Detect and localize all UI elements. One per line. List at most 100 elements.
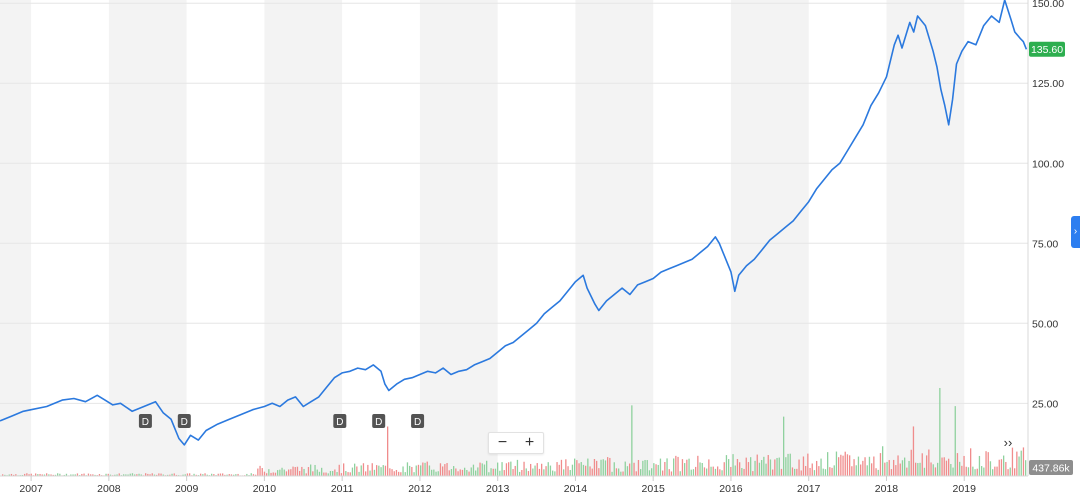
volume-bar xyxy=(228,474,230,476)
volume-bar xyxy=(717,466,719,476)
dividend-marker-label: D xyxy=(375,417,382,428)
volume-bar xyxy=(622,471,624,476)
volume-bar xyxy=(710,466,712,476)
volume-bar xyxy=(431,469,433,476)
volume-bar xyxy=(807,453,809,476)
volume-label: 437.86k xyxy=(1032,463,1070,475)
volume-bar xyxy=(886,461,888,476)
volume-bar xyxy=(338,464,340,476)
volume-bar xyxy=(787,453,789,476)
volume-bar xyxy=(532,468,534,476)
volume-bar xyxy=(756,454,758,476)
year-band-2012 xyxy=(419,0,498,476)
volume-bar xyxy=(494,468,497,476)
volume-bar xyxy=(200,473,202,476)
volume-bar xyxy=(140,474,142,476)
volume-bar xyxy=(59,473,61,476)
volume-bar xyxy=(237,473,239,476)
volume-bar xyxy=(294,467,296,476)
volume-bar xyxy=(250,473,252,476)
x-tick-label: 2014 xyxy=(564,483,588,495)
volume-bar xyxy=(145,473,147,476)
year-band-2018 xyxy=(886,0,965,476)
volume-bar xyxy=(444,464,446,476)
volume-bar xyxy=(358,471,360,476)
volume-bar xyxy=(409,465,411,476)
volume-bar xyxy=(998,459,1000,476)
volume-bar xyxy=(81,473,83,476)
volume-bar xyxy=(169,474,171,476)
volume-bar xyxy=(349,472,351,476)
volume-bar xyxy=(206,474,208,476)
volume-bar xyxy=(706,468,708,476)
volume-bar xyxy=(87,473,90,476)
zoom-out-button[interactable]: − xyxy=(497,434,508,451)
x-axis-ticks: 2007 2008 2009 2010 2011 2012 2013 2014 2015 2016… xyxy=(19,476,976,495)
volume-bar xyxy=(945,460,948,476)
volume-bar xyxy=(666,458,668,476)
volume-bar xyxy=(941,457,943,476)
side-panel-tab[interactable]: › xyxy=(1071,216,1080,248)
volume-bar xyxy=(937,462,939,476)
x-tick-label: 2010 xyxy=(253,483,277,495)
volume-bar xyxy=(648,470,651,476)
volume-bar xyxy=(571,464,574,476)
volume-bar xyxy=(424,462,426,476)
volume-bar xyxy=(305,473,307,476)
volume-bar xyxy=(490,468,492,476)
volume-bar xyxy=(35,473,37,476)
volume-bar xyxy=(846,454,849,476)
volume-bar xyxy=(510,461,512,476)
volume-bar xyxy=(655,464,657,476)
volume-bar xyxy=(783,416,785,476)
volume-bar xyxy=(543,469,545,476)
volume-bar xyxy=(336,472,338,476)
volume-bar xyxy=(283,469,285,476)
volume-bar xyxy=(538,468,541,476)
volume-bar xyxy=(503,470,505,476)
volume-bar xyxy=(932,464,934,476)
volume-bar xyxy=(536,463,538,476)
volume-bar xyxy=(15,474,17,476)
volume-bar xyxy=(246,473,248,476)
volume-bar xyxy=(329,470,332,476)
volume-bar xyxy=(316,469,318,476)
volume-bar xyxy=(351,467,354,476)
volume-bar xyxy=(780,468,783,476)
volume-bar xyxy=(917,463,919,476)
volume-bar xyxy=(624,461,626,476)
volume-bar xyxy=(255,474,257,476)
volume-bar xyxy=(959,461,961,476)
volume-bar xyxy=(312,471,314,476)
volume-bar xyxy=(323,472,325,476)
volume-bar xyxy=(541,463,543,476)
zoom-in-button[interactable]: + xyxy=(524,434,535,451)
volume-bar xyxy=(983,467,985,476)
volume-bar xyxy=(943,457,945,476)
volume-bar xyxy=(288,469,290,476)
volume-bar xyxy=(420,465,422,476)
volume-bar xyxy=(670,471,673,476)
volume-bar xyxy=(835,451,838,476)
volume-bar xyxy=(373,469,376,476)
volume-bar xyxy=(690,469,692,476)
volume-bar xyxy=(882,446,884,476)
volume-bar xyxy=(398,471,400,476)
volume-bar xyxy=(893,459,895,476)
volume-bar xyxy=(422,462,424,476)
volume-bar xyxy=(585,465,587,476)
volume-bar xyxy=(37,474,39,476)
volume-bar xyxy=(556,462,558,476)
volume-bar xyxy=(52,474,54,476)
volume-bar xyxy=(772,469,774,476)
volume-bar xyxy=(613,462,615,476)
volume-bar xyxy=(637,459,640,476)
volume-bar xyxy=(857,456,860,476)
scroll-right-button[interactable]: ›› xyxy=(1003,435,1013,450)
volume-bar xyxy=(956,453,959,476)
volume-bar xyxy=(774,459,776,476)
volume-bar xyxy=(2,474,4,476)
volume-bar xyxy=(508,462,510,476)
volume-bar xyxy=(802,456,805,476)
